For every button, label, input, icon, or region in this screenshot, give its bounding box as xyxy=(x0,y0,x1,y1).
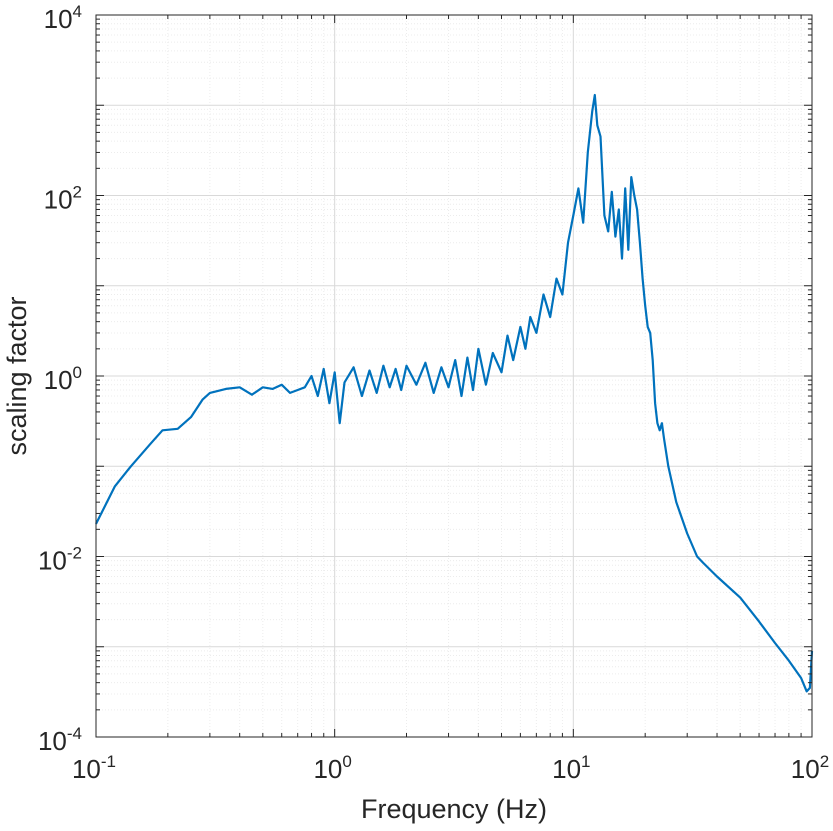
y-tick-label: 104 xyxy=(44,2,82,34)
y-axis-label: scaling factor xyxy=(2,296,32,455)
ticks xyxy=(95,14,813,738)
minor-grid xyxy=(96,15,812,737)
x-tick-label: 101 xyxy=(552,752,590,784)
x-tick-label: 100 xyxy=(313,752,351,784)
series-layer xyxy=(95,93,814,693)
x-tick-label: 102 xyxy=(791,752,829,784)
tick-labels: 10-1 100 101 102 10-4 10-2 100 102 104 xyxy=(38,2,829,784)
x-tick-label: 10-1 xyxy=(72,752,116,784)
x-axis-label: Frequency (Hz) xyxy=(361,794,547,824)
series-line-1 xyxy=(95,93,814,693)
y-tick-label: 10-2 xyxy=(38,544,82,576)
y-tick-label: 10-4 xyxy=(38,724,82,756)
y-tick-label: 102 xyxy=(44,183,82,215)
y-tick-label: 100 xyxy=(44,363,82,395)
